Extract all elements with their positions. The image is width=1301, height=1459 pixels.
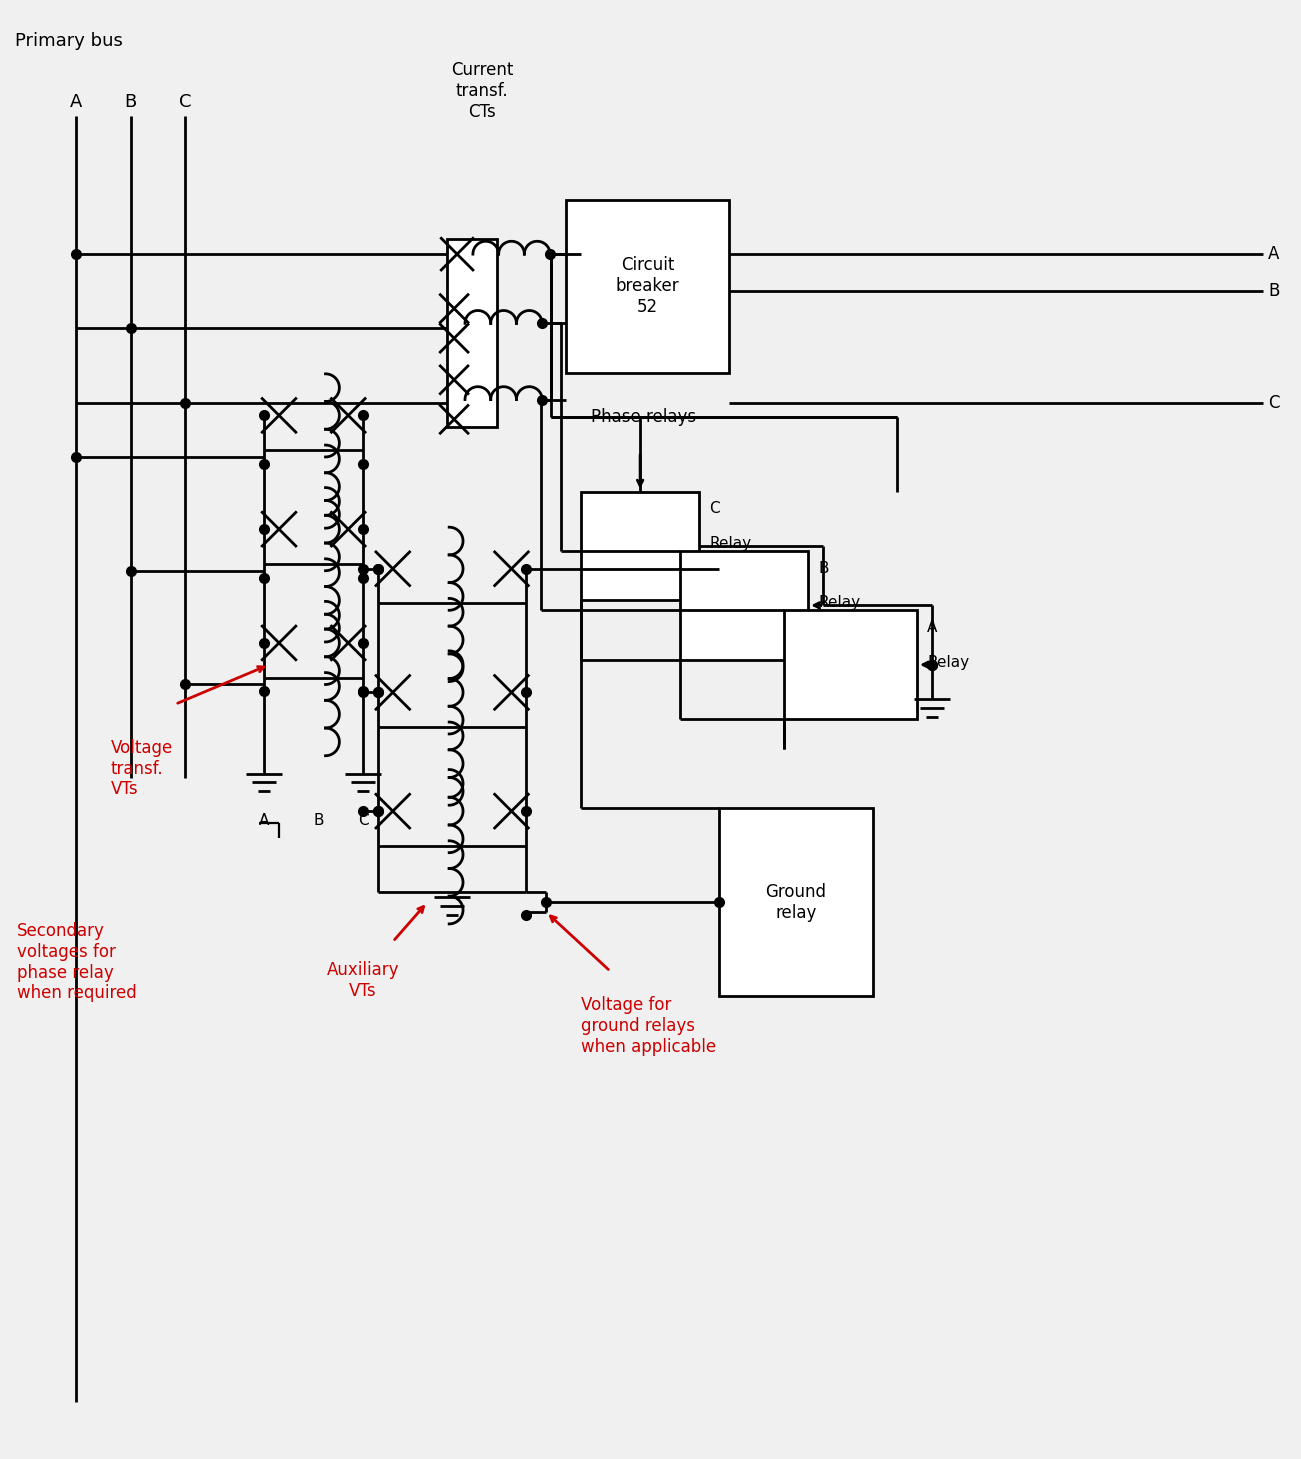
Text: C: C — [358, 813, 368, 829]
Text: Relay: Relay — [709, 535, 752, 552]
Bar — [448, 239, 497, 427]
Text: B: B — [818, 560, 829, 576]
Text: Circuit
breaker
52: Circuit breaker 52 — [615, 257, 679, 317]
Text: A: A — [70, 93, 82, 111]
Text: Current
transf.
CTs: Current transf. CTs — [450, 61, 513, 121]
Bar — [566, 200, 729, 374]
Text: Voltage for
ground relays
when applicable: Voltage for ground relays when applicabl… — [580, 996, 716, 1056]
Bar — [580, 492, 700, 601]
Text: Auxiliary
VTs: Auxiliary VTs — [327, 961, 399, 1001]
Text: A: A — [928, 620, 938, 635]
Text: B: B — [1268, 282, 1280, 301]
Bar — [719, 808, 873, 996]
Text: Ground
relay: Ground relay — [765, 883, 826, 922]
Text: C: C — [709, 502, 719, 516]
Bar — [783, 610, 917, 719]
Text: C: C — [178, 93, 191, 111]
Text: Relay: Relay — [818, 595, 860, 610]
Text: Secondary
voltages for
phase relay
when required: Secondary voltages for phase relay when … — [17, 922, 137, 1002]
Text: Relay: Relay — [928, 655, 969, 670]
Text: Primary bus: Primary bus — [14, 32, 122, 50]
Text: A: A — [259, 813, 269, 829]
Text: C: C — [1268, 394, 1280, 411]
Text: A: A — [1268, 245, 1280, 263]
Bar — [679, 552, 808, 659]
Text: Voltage
transf.
VTs: Voltage transf. VTs — [111, 738, 173, 798]
Text: Phase relays: Phase relays — [591, 409, 696, 426]
Text: B: B — [125, 93, 137, 111]
Text: B: B — [314, 813, 324, 829]
